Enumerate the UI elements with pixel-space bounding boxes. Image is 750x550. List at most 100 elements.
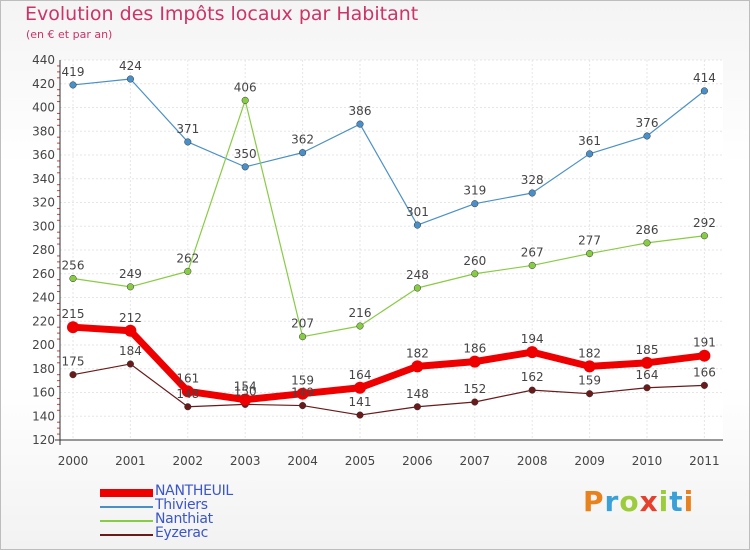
legend-label: Nanthiat [155, 511, 213, 527]
data-label-nanthiat: 256 [62, 259, 85, 273]
data-point-nanthiat [126, 283, 134, 291]
chart-title: Evolution des Impôts locaux par Habitant [25, 3, 419, 25]
data-label-nantheuil: 186 [463, 342, 486, 356]
data-point-nantheuil [583, 360, 596, 373]
data-label-eyzerac: 166 [693, 365, 716, 379]
proxiti-logo: Proxiti [583, 485, 694, 518]
y-tick-label: 380 [32, 124, 55, 138]
data-point-eyzerac [126, 360, 134, 368]
data-label-nanthiat: 207 [291, 317, 314, 331]
legend-swatch [100, 534, 153, 536]
data-point-eyzerac [528, 386, 536, 394]
logo-letter: x [639, 485, 659, 518]
data-label-nanthiat: 292 [693, 216, 716, 230]
y-tick-label: 420 [32, 77, 55, 91]
data-point-nanthiat [184, 267, 192, 275]
data-point-nantheuil [411, 360, 424, 373]
data-label-eyzerac: 148 [406, 387, 429, 401]
y-tick-label: 340 [32, 172, 55, 186]
data-label-thiviers: 301 [406, 205, 429, 219]
data-point-nantheuil [296, 387, 309, 400]
data-point-eyzerac [69, 371, 77, 379]
data-point-eyzerac [356, 411, 364, 419]
y-tick-label: 120 [32, 433, 55, 447]
data-point-nanthiat [643, 239, 651, 247]
data-point-nantheuil [641, 356, 653, 369]
data-label-thiviers: 419 [62, 65, 85, 79]
data-label-thiviers: 386 [349, 104, 372, 118]
y-tick-label: 240 [32, 291, 55, 305]
data-label-nanthiat: 286 [636, 223, 659, 237]
data-label-eyzerac: 164 [636, 368, 659, 382]
data-label-eyzerac: 159 [578, 374, 601, 388]
data-point-eyzerac [299, 402, 307, 410]
data-point-thiviers [126, 75, 134, 83]
legend-swatch [100, 489, 153, 497]
data-point-eyzerac [700, 381, 708, 389]
data-point-nantheuil [124, 324, 137, 337]
data-point-thiviers [184, 138, 192, 146]
data-point-nantheuil [526, 346, 539, 359]
data-label-nantheuil: 159 [291, 374, 314, 388]
data-label-thiviers: 376 [636, 116, 659, 130]
y-tick-label: 160 [32, 386, 55, 400]
data-label-nantheuil: 185 [636, 343, 659, 357]
data-point-eyzerac [643, 384, 651, 392]
data-point-thiviers [241, 163, 249, 171]
x-tick-label: 2000 [58, 454, 89, 468]
logo-letter: i [658, 485, 670, 518]
data-label-eyzerac: 141 [349, 395, 372, 409]
x-tick-label: 2005 [345, 454, 376, 468]
legend-label: Eyzerac [155, 525, 209, 541]
data-point-nantheuil [698, 349, 711, 362]
y-tick-label: 400 [32, 101, 55, 115]
y-tick-label: 440 [32, 53, 55, 67]
data-label-nantheuil: 212 [119, 311, 142, 325]
data-label-eyzerac: 150 [234, 384, 257, 398]
data-point-eyzerac [184, 403, 192, 411]
data-point-nanthiat [356, 322, 364, 330]
data-point-eyzerac [471, 398, 479, 406]
data-point-nantheuil [354, 381, 366, 394]
data-point-thiviers [356, 120, 364, 128]
y-tick-label: 180 [32, 362, 55, 376]
data-point-nantheuil [181, 385, 194, 398]
x-tick-label: 2007 [460, 454, 491, 468]
data-point-nantheuil [67, 321, 79, 334]
legend-label: NANTHEUIL [155, 483, 233, 499]
data-label-thiviers: 362 [291, 133, 314, 147]
y-tick-label: 280 [32, 243, 55, 257]
y-tick-label: 320 [32, 196, 55, 210]
y-tick-label: 300 [32, 219, 55, 233]
data-label-nanthiat: 267 [521, 245, 544, 259]
data-label-nanthiat: 406 [234, 80, 257, 94]
data-point-eyzerac [586, 390, 594, 398]
data-label-nanthiat: 277 [578, 234, 601, 248]
data-label-eyzerac: 152 [463, 382, 486, 396]
data-label-nantheuil: 161 [176, 371, 199, 385]
data-point-thiviers [471, 200, 479, 208]
data-label-eyzerac: 149 [291, 386, 314, 400]
data-point-thiviers [643, 132, 651, 140]
data-label-nantheuil: 215 [62, 307, 85, 321]
series-line-nanthiat [72, 99, 705, 338]
x-tick-label: 2001 [115, 454, 146, 468]
data-point-nanthiat [299, 333, 307, 341]
data-point-nanthiat [586, 250, 594, 258]
data-label-nantheuil: 164 [349, 368, 372, 382]
data-point-thiviers [586, 150, 594, 158]
line-chart: 120 140 160 180 200 220 240 260 280 300 320 340 360 3… [32, 53, 723, 468]
legend-swatch [100, 506, 153, 508]
data-point-nantheuil [239, 393, 252, 406]
logo-letter: t [669, 485, 684, 518]
x-tick-label: 2010 [632, 454, 663, 468]
data-label-nantheuil: 182 [406, 346, 429, 360]
data-point-nanthiat [241, 96, 249, 104]
data-point-nanthiat [700, 232, 708, 240]
x-tick-label: 2008 [517, 454, 548, 468]
data-point-nantheuil [468, 355, 481, 368]
data-label-thiviers: 371 [176, 122, 199, 136]
y-tick-label: 140 [32, 409, 55, 423]
x-tick-label: 2002 [173, 454, 204, 468]
data-point-eyzerac [413, 403, 421, 411]
